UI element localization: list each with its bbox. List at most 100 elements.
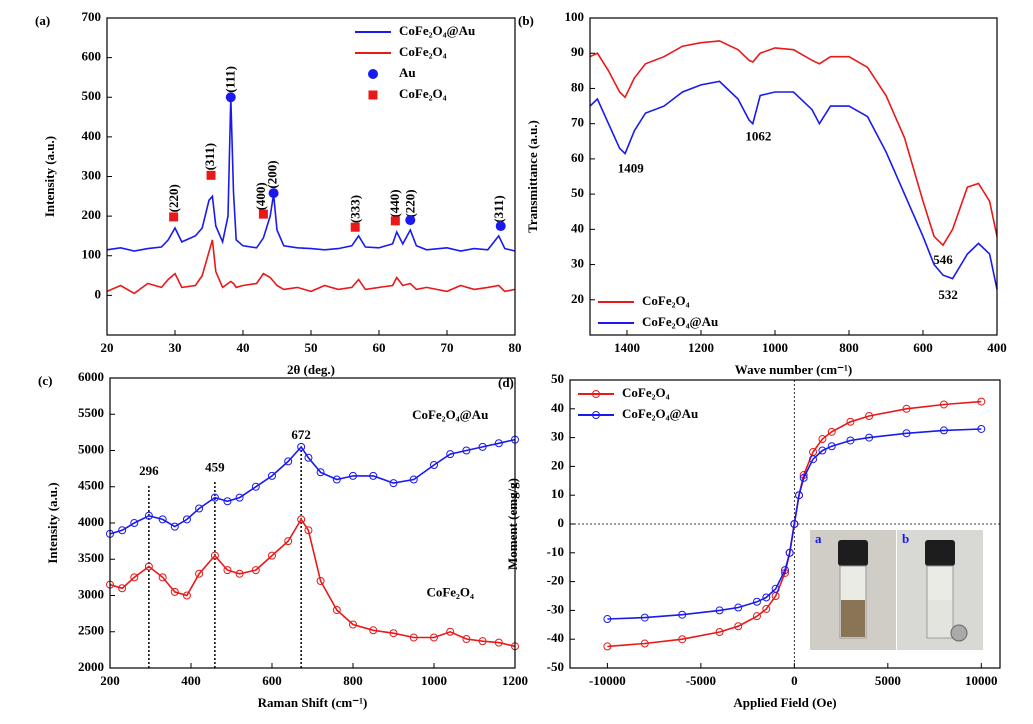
x-tick-label: 20 (101, 340, 114, 355)
series-label: CoFe₂O₄@Au (412, 407, 488, 422)
data-point (130, 519, 139, 527)
data-point (369, 471, 378, 480)
data-point (304, 526, 313, 535)
series-line (106, 97, 516, 252)
x-tick-label: 600 (913, 340, 933, 355)
x-tick-label: 50 (305, 340, 318, 355)
data-point (235, 493, 244, 502)
y-tick-label: 30 (551, 429, 564, 444)
legend-swatch (592, 411, 600, 419)
data-point (640, 613, 649, 622)
inset-label: b (902, 531, 909, 546)
y-tick-label: -20 (547, 573, 564, 588)
x-tick-label: 1200 (688, 340, 714, 355)
x-axis-label: 2θ (deg.) (287, 362, 335, 377)
data-point (144, 511, 153, 520)
data-point (785, 548, 794, 557)
annotation: 1062 (745, 129, 771, 144)
data-point (389, 479, 398, 488)
x-tick-label: 400 (181, 673, 201, 688)
data-point (603, 615, 612, 624)
y-tick-label: 100 (82, 247, 102, 262)
x-tick-label: 200 (100, 673, 120, 688)
legend-label: Au (399, 65, 416, 80)
data-point (603, 642, 612, 651)
y-tick-label: 100 (565, 9, 585, 24)
data-point (350, 222, 360, 232)
data-point (170, 522, 179, 531)
data-point (206, 170, 216, 180)
y-tick-label: 20 (571, 291, 584, 306)
x-tick-label: 800 (839, 340, 859, 355)
y-tick-label: 700 (82, 9, 102, 24)
data-point (170, 587, 179, 596)
series-line (589, 40, 998, 247)
panel-label: (d) (498, 375, 514, 390)
data-point (977, 424, 986, 433)
legend-label: CoFe₂O₄ (622, 385, 670, 400)
data-point (715, 606, 724, 615)
data-point (446, 450, 455, 459)
legend-label: CoFe₂O₄@Au (622, 406, 698, 421)
data-point (405, 215, 416, 226)
y-tick-label: 200 (82, 207, 102, 222)
data-point (251, 566, 260, 575)
data-point (297, 515, 306, 524)
data-point (182, 515, 191, 524)
series-line (607, 428, 982, 620)
y-tick-label: 50 (551, 371, 564, 386)
y-tick-label: 0 (95, 286, 102, 301)
y-tick-label: 6000 (78, 369, 104, 384)
data-point (332, 606, 341, 614)
data-point (284, 537, 293, 546)
data-point (235, 569, 244, 578)
data-point (389, 629, 398, 638)
y-axis-label: Moment (emg/g) (505, 478, 520, 570)
annotation: 672 (291, 427, 311, 442)
annotation: (440) (387, 189, 402, 217)
x-tick-label: 40 (237, 340, 250, 355)
series-line (589, 80, 998, 290)
data-point (268, 188, 279, 199)
y-tick-label: 30 (571, 256, 584, 271)
data-point (169, 212, 179, 222)
plot-frame (589, 17, 998, 336)
y-tick-label: 40 (571, 220, 584, 235)
y-tick-label: -40 (547, 630, 564, 645)
data-point (478, 637, 487, 646)
data-point (297, 442, 306, 451)
annotation: 296 (139, 463, 159, 478)
data-point (795, 491, 804, 500)
x-tick-label: 80 (509, 340, 522, 355)
series-line (106, 239, 516, 295)
y-axis-label: Intensity (a.u.) (42, 136, 57, 217)
y-tick-label: 70 (571, 115, 584, 130)
y-tick-label: 2500 (78, 623, 104, 638)
x-tick-label: 400 (987, 340, 1007, 355)
data-point (409, 475, 418, 484)
data-point (818, 435, 827, 444)
magnet (950, 624, 968, 642)
data-point (781, 566, 789, 575)
x-tick-label: 10000 (965, 673, 998, 688)
y-tick-label: -30 (547, 601, 564, 616)
data-point (734, 603, 743, 612)
y-tick-label: 80 (571, 79, 584, 94)
data-point (446, 627, 455, 636)
y-tick-label: 600 (82, 49, 102, 64)
data-point (195, 569, 204, 578)
data-point (939, 400, 948, 409)
data-point (762, 604, 771, 613)
y-tick-label: 4500 (78, 478, 104, 493)
x-tick-label: 800 (343, 673, 363, 688)
y-tick-label: -50 (547, 659, 564, 674)
data-point (494, 638, 503, 647)
data-point (144, 562, 153, 571)
annotation: (220) (166, 184, 181, 212)
vial-cap (838, 540, 868, 566)
data-point (430, 461, 438, 469)
data-point (316, 577, 325, 585)
data-point (349, 471, 357, 480)
x-tick-label: 1400 (614, 340, 640, 355)
data-point (430, 633, 438, 642)
